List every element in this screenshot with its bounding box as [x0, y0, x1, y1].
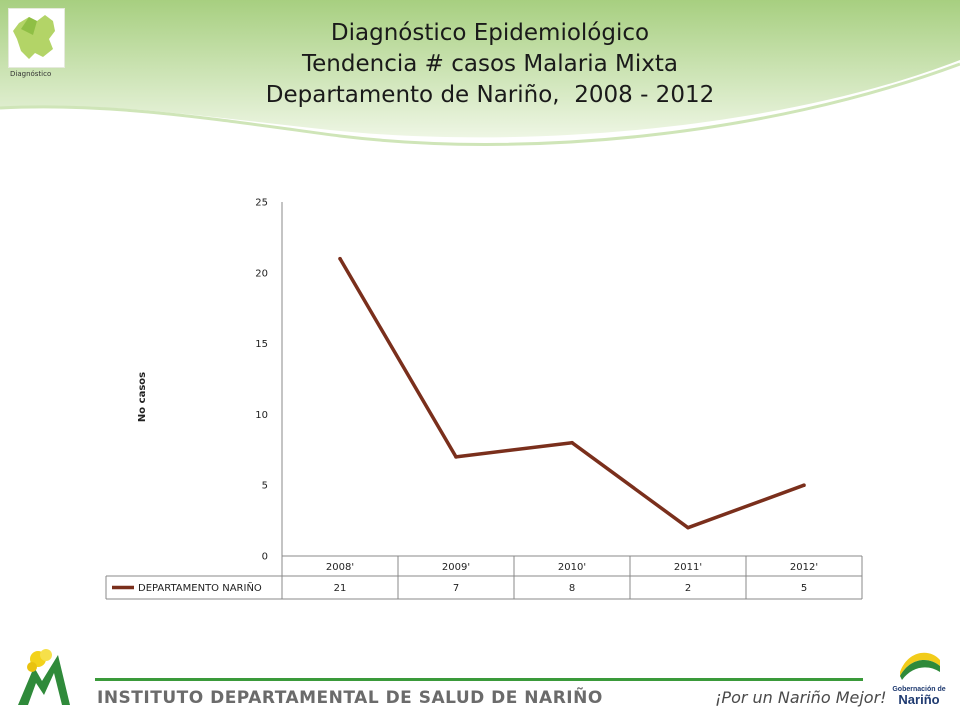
x-category-label: 2008'	[326, 562, 354, 573]
institute-logo	[14, 645, 74, 712]
title-line-1: Diagnóstico Epidemiológico	[330, 20, 650, 46]
header-background	[0, 0, 960, 146]
y-tick-label: 25	[255, 198, 268, 209]
y-tick-label: 5	[262, 481, 268, 492]
page-title: Diagnóstico Epidemiológico Tendencia # c…	[150, 18, 830, 111]
series-line	[338, 257, 805, 530]
x-category-label: 2009'	[442, 562, 470, 573]
x-category-label: 2010'	[558, 562, 586, 573]
slogan: ¡Por un Nariño Mejor!	[715, 688, 887, 707]
title-line-2: Tendencia # casos Malaria Mixta	[302, 51, 678, 77]
gobernacion-name: Nariño	[898, 692, 940, 707]
table-value-label: 2	[685, 583, 691, 594]
flower-logo-icon	[18, 649, 70, 705]
y-axis-label: No casos	[137, 372, 148, 422]
footer-divider	[95, 678, 863, 681]
y-tick-label: 0	[262, 552, 268, 563]
table-value-label: 8	[569, 583, 575, 594]
data-point	[454, 455, 458, 459]
institute-name: INSTITUTO DEPARTAMENTAL DE SALUD DE NARI…	[97, 688, 603, 708]
table-value-label: 7	[453, 583, 459, 594]
y-tick-label: 20	[255, 268, 268, 279]
gobernacion-logo: Gobernación de Nariño	[888, 646, 950, 706]
table-value-label: 5	[801, 583, 807, 594]
y-tick-label: 15	[255, 339, 268, 350]
gobernacion-label: Gobernación de	[892, 686, 946, 693]
map-logo	[8, 8, 65, 68]
data-point	[570, 440, 574, 445]
title-line-3: Departamento de Nariño, 2008 - 2012	[265, 82, 715, 108]
data-point	[802, 483, 806, 488]
map-icon	[13, 15, 55, 59]
logo-caption: Diagnóstico	[10, 70, 52, 78]
table-value-label: 21	[334, 583, 347, 594]
flag-swoosh-icon	[900, 652, 940, 680]
data-point	[686, 525, 690, 530]
y-tick-label: 10	[255, 410, 268, 421]
x-category-label: 2012'	[790, 562, 818, 573]
x-category-label: 2011'	[674, 562, 702, 573]
legend-label: DEPARTAMENTO NARIÑO	[138, 581, 262, 594]
data-point	[338, 256, 342, 261]
